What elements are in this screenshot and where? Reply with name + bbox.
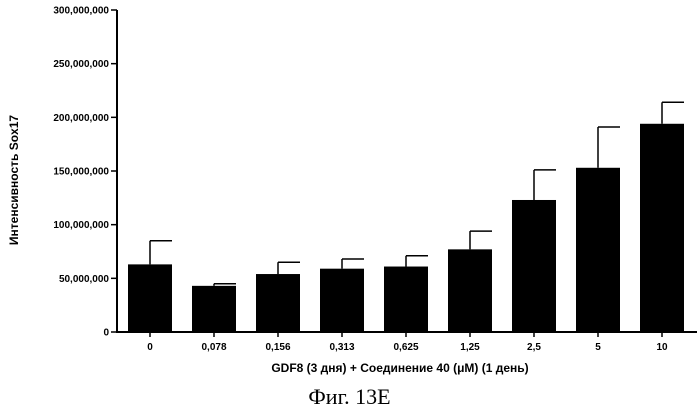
x-axis-title: GDF8 (3 дня) + Соединение 40 (μM) (1 ден… xyxy=(271,361,528,375)
x-tick-label: 5 xyxy=(595,342,601,353)
x-tick-label: 0,313 xyxy=(329,342,354,353)
bar xyxy=(192,286,236,332)
y-tick-label: 50,000,000 xyxy=(59,274,109,285)
x-axis: 0 0,078 0,156 0,313 0,625 1,25 2,5 5 10 xyxy=(116,332,697,353)
bars xyxy=(128,102,684,332)
bar xyxy=(448,249,492,332)
bar xyxy=(320,269,364,332)
bar xyxy=(256,274,300,332)
bar xyxy=(512,200,556,332)
y-axis: 0 50,000,000 100,000,000 150,000,000 200,000… xyxy=(53,6,117,339)
x-tick-label: 10 xyxy=(656,342,668,353)
figure-caption: Фиг. 13E xyxy=(0,384,699,410)
bar xyxy=(128,264,172,332)
x-tick-label: 2,5 xyxy=(527,342,541,353)
x-tick-label: 0 xyxy=(147,342,153,353)
x-tick-label: 0,156 xyxy=(265,342,290,353)
y-axis-title: Интенсивность Sox17 xyxy=(7,115,21,245)
bar-chart: 0 50,000,000 100,000,000 150,000,000 200,000… xyxy=(0,0,699,380)
x-tick-label: 1,25 xyxy=(460,342,480,353)
bar xyxy=(384,267,428,332)
y-tick-label: 200,000,000 xyxy=(53,113,109,124)
y-tick-label: 300,000,000 xyxy=(53,6,109,17)
y-tick-label: 150,000,000 xyxy=(53,167,109,178)
bar xyxy=(640,124,684,332)
x-tick-label: 0,625 xyxy=(393,342,418,353)
y-tick-label: 250,000,000 xyxy=(53,59,109,70)
y-tick-label: 100,000,000 xyxy=(53,220,109,231)
bar xyxy=(576,168,620,332)
y-tick-label: 0 xyxy=(103,328,109,339)
x-tick-label: 0,078 xyxy=(201,342,226,353)
